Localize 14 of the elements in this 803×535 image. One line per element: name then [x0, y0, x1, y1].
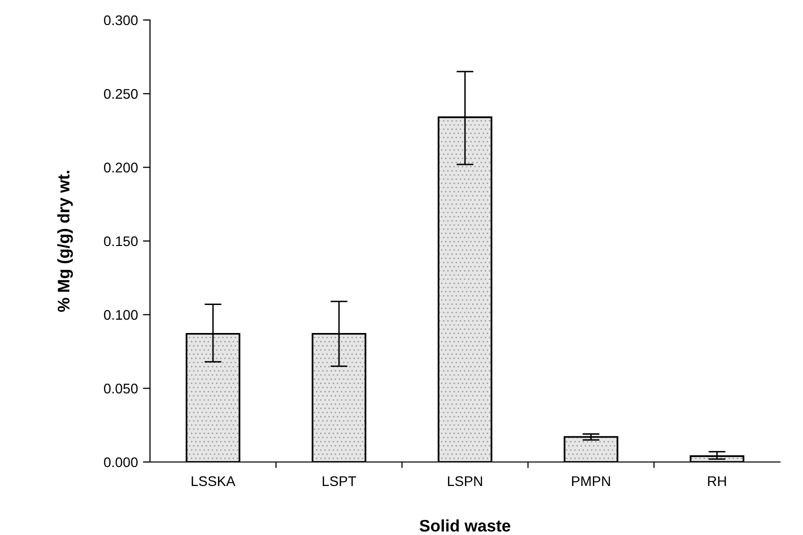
y-tick-label: 0.050: [104, 384, 138, 394]
y-axis-title: % Mg (g/g) dry wt.: [57, 170, 73, 312]
x-tick-label: PMPN: [572, 476, 610, 486]
x-tick-label: LSPN: [448, 476, 482, 486]
y-tick-label: 0.150: [104, 236, 138, 246]
y-tick-label: 0.100: [104, 310, 138, 320]
y-tick-label: 0.250: [104, 89, 138, 99]
y-tick-label: 0.000: [104, 457, 138, 468]
x-tick-label: RH: [708, 476, 726, 486]
x-tick-label: LSSKA: [192, 476, 236, 486]
y-tick-label: 0.300: [104, 15, 138, 26]
x-tick-label: LSPT: [322, 476, 356, 486]
y-tick-label: 0.200: [104, 162, 138, 173]
x-axis-title: Solid waste: [420, 519, 510, 532]
